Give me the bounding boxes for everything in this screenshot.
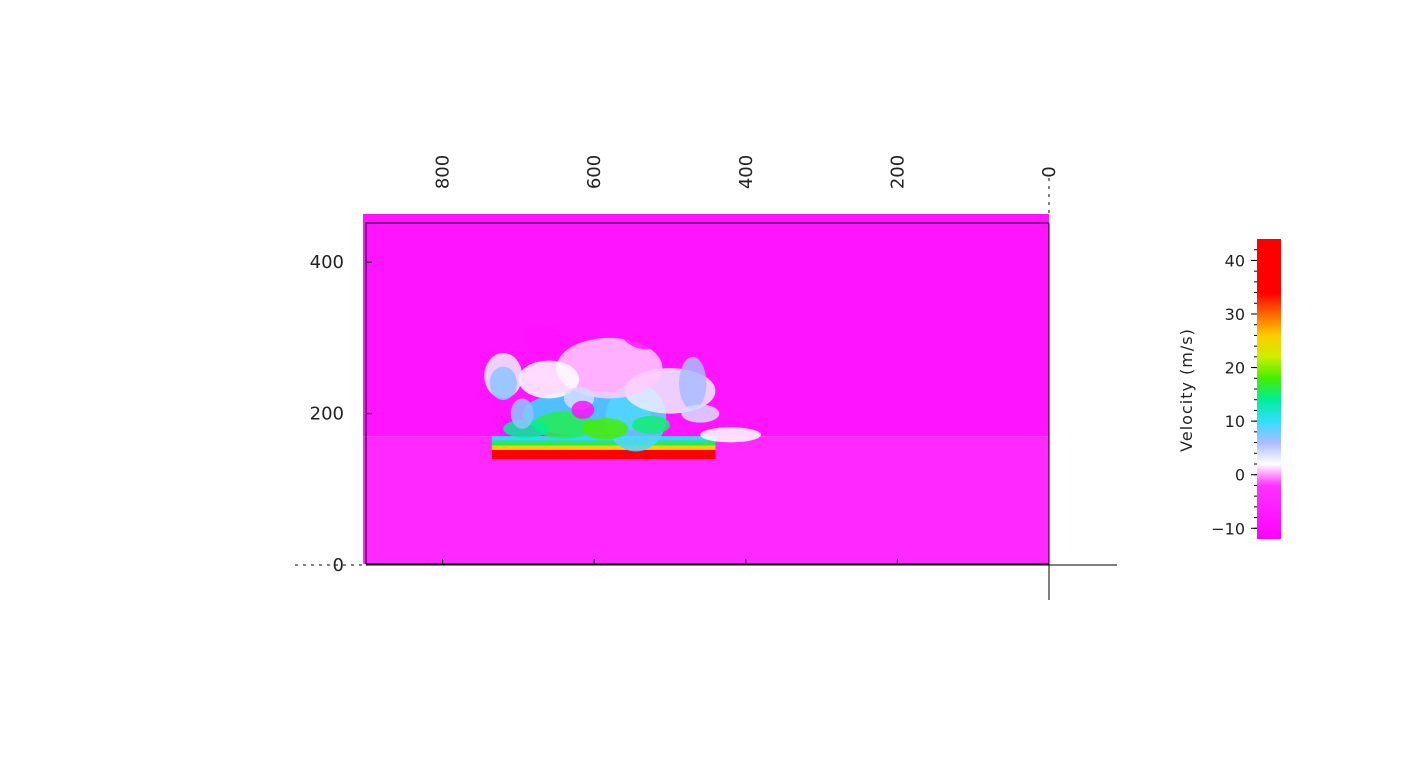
plume-blob xyxy=(489,366,517,400)
plot-frame xyxy=(365,222,1050,565)
plot-area xyxy=(363,214,1049,564)
hot-layer xyxy=(491,436,716,460)
plume xyxy=(484,311,761,452)
plume-blob xyxy=(679,356,707,410)
plume-blob xyxy=(582,418,629,440)
hot-layer-band xyxy=(491,449,716,460)
plume-blob xyxy=(700,427,761,443)
colorbar-ticks: 40 30 20 10 0 −10 xyxy=(1211,251,1257,538)
plume-blob xyxy=(620,311,674,350)
plume-blob xyxy=(632,415,670,435)
colorbar: 40 30 20 10 0 −10 Velocity (m/s) xyxy=(1177,239,1281,539)
y-tick-label: 0 xyxy=(333,555,344,576)
x-tick-label: 200 xyxy=(887,155,908,189)
y-tick-label: 400 xyxy=(310,252,344,273)
x-tick-label: 600 xyxy=(584,155,605,189)
colorbar-strip xyxy=(1257,239,1281,539)
y-axis-ticks: 400 200 0 xyxy=(310,252,372,576)
y-tick-label: 200 xyxy=(310,404,344,425)
plume-blob xyxy=(510,398,534,429)
colorbar-tick-label: 20 xyxy=(1225,359,1245,378)
colorbar-tick-label: 40 xyxy=(1225,251,1245,270)
colorbar-tick-label: −10 xyxy=(1211,519,1245,538)
plume-blob xyxy=(571,400,595,419)
x-axis-ticks: 800 600 400 200 0 xyxy=(433,155,1060,565)
colorbar-tick-label: 10 xyxy=(1225,412,1245,431)
x-tick-label: 800 xyxy=(433,155,454,189)
plume-blob xyxy=(556,337,663,399)
colorbar-tick-label: 0 xyxy=(1235,466,1245,485)
x-tick-label: 0 xyxy=(1039,166,1060,177)
plume-blob xyxy=(525,326,564,357)
colorbar-tick-label: 30 xyxy=(1225,305,1245,324)
hot-layer-band xyxy=(491,445,716,450)
hot-layer-band xyxy=(491,440,716,446)
colorbar-minor-ticks xyxy=(1254,249,1257,529)
colorbar-label: Velocity (m/s) xyxy=(1177,328,1196,452)
plume-blob xyxy=(681,404,720,423)
x-tick-label: 400 xyxy=(736,155,757,189)
plume-blob xyxy=(518,360,580,399)
